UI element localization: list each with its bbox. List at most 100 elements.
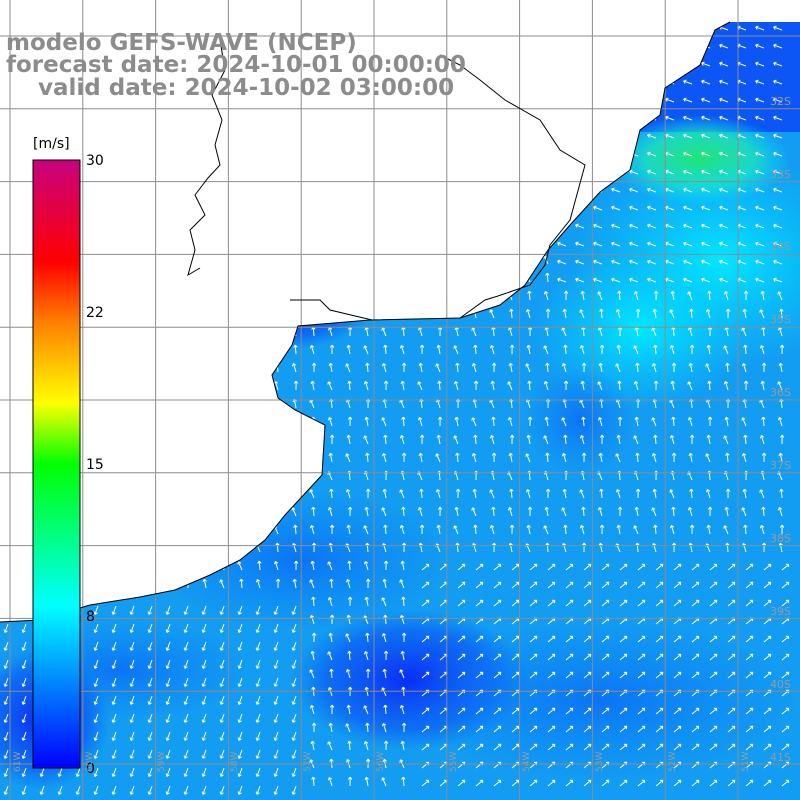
wind-arrow xyxy=(665,259,675,265)
wind-arrow xyxy=(23,254,28,265)
wind-arrow xyxy=(3,345,9,355)
wind-arrow xyxy=(3,659,9,669)
wind-arrow xyxy=(689,434,695,445)
wind-arrow xyxy=(529,725,538,733)
wind-arrow xyxy=(291,695,297,705)
wind-arrow xyxy=(327,146,333,157)
wind-arrow xyxy=(219,524,225,535)
border-line xyxy=(187,39,226,277)
wind-arrow xyxy=(4,146,9,157)
wind-arrow xyxy=(547,671,556,679)
wind-arrow xyxy=(543,75,549,85)
wind-arrow xyxy=(363,165,369,175)
wind-arrow xyxy=(773,151,783,157)
wind-arrow xyxy=(3,110,9,121)
wind-arrow xyxy=(23,434,28,445)
wind-arrow xyxy=(237,641,243,651)
wind-arrow xyxy=(165,623,171,633)
wind-arrow xyxy=(491,542,497,553)
wind-arrow xyxy=(400,380,405,391)
wind-arrow xyxy=(167,326,173,337)
wind-arrow xyxy=(239,344,245,355)
wind-arrow xyxy=(273,165,279,175)
wind-arrow xyxy=(611,133,621,139)
wind-arrow xyxy=(383,740,389,751)
wind-arrow xyxy=(557,277,567,283)
wind-arrow xyxy=(575,205,585,211)
wind-arrow xyxy=(291,417,297,427)
wind-arrow xyxy=(629,241,639,247)
wind-arrow xyxy=(437,200,442,211)
wind-arrow xyxy=(201,695,207,705)
wind-arrow xyxy=(705,488,711,499)
wind-arrow xyxy=(637,779,646,787)
wind-arrow xyxy=(383,704,388,715)
wind-arrow xyxy=(778,452,783,463)
wind-arrow xyxy=(435,218,441,229)
wind-arrow xyxy=(493,635,502,643)
wind-arrow xyxy=(575,43,585,49)
wind-arrow xyxy=(165,183,171,193)
wind-arrow xyxy=(724,416,729,427)
lon-label: 54W xyxy=(522,752,532,772)
wind-arrow xyxy=(203,344,208,355)
wind-arrow xyxy=(437,146,443,157)
wind-arrow xyxy=(363,255,369,265)
wind-arrow xyxy=(575,25,585,31)
wind-arrow xyxy=(219,164,225,175)
wind-arrow xyxy=(511,653,520,661)
wind-arrow xyxy=(683,169,693,175)
wind-arrow xyxy=(611,115,621,121)
wind-arrow xyxy=(421,671,430,679)
wind-arrow xyxy=(701,97,711,103)
wind-arrow xyxy=(291,605,297,615)
wind-arrow xyxy=(508,182,513,193)
wind-arrow xyxy=(527,22,532,31)
wind-arrow xyxy=(490,290,495,301)
wind-arrow xyxy=(167,416,173,427)
wind-arrow xyxy=(185,452,190,463)
wind-arrow xyxy=(113,434,118,445)
wind-arrow xyxy=(273,767,279,777)
wind-arrow xyxy=(201,749,207,759)
wind-arrow xyxy=(347,380,352,391)
wind-arrow xyxy=(165,453,171,463)
wind-arrow xyxy=(131,236,136,247)
wind-arrow xyxy=(611,151,621,157)
lon-label: 57W xyxy=(303,752,313,772)
wind-arrow xyxy=(327,596,333,607)
wind-arrow xyxy=(781,653,790,661)
wind-arrow xyxy=(93,641,99,651)
wind-arrow xyxy=(5,452,10,463)
wind-arrow xyxy=(719,97,729,103)
wind-arrow xyxy=(365,182,370,193)
wind-arrow xyxy=(509,308,514,319)
wind-arrow xyxy=(183,767,189,777)
wind-arrow xyxy=(525,488,531,499)
wind-arrow xyxy=(275,182,280,193)
wind-arrow xyxy=(201,452,207,463)
wind-arrow xyxy=(255,308,261,319)
wind-arrow xyxy=(725,452,730,463)
wind-arrow xyxy=(364,776,369,787)
wind-arrow xyxy=(545,92,550,103)
wind-arrow xyxy=(593,241,603,247)
wind-arrow xyxy=(221,416,226,427)
wind-arrow xyxy=(741,452,747,463)
wind-arrow xyxy=(111,785,117,795)
wind-arrow xyxy=(167,236,173,247)
wind-arrow xyxy=(761,506,766,517)
wind-arrow xyxy=(257,506,263,517)
wind-arrow xyxy=(183,380,189,391)
wind-arrow xyxy=(557,241,567,247)
wind-arrow xyxy=(671,452,677,463)
wind-arrow xyxy=(365,128,371,139)
wind-arrow xyxy=(113,164,118,175)
wind-arrow xyxy=(673,725,682,733)
wind-arrow xyxy=(563,290,569,301)
wind-arrow xyxy=(619,671,628,679)
wind-arrow xyxy=(437,290,442,301)
wind-arrow xyxy=(147,416,153,427)
wind-arrow xyxy=(255,767,261,777)
wind-arrow xyxy=(329,434,335,445)
